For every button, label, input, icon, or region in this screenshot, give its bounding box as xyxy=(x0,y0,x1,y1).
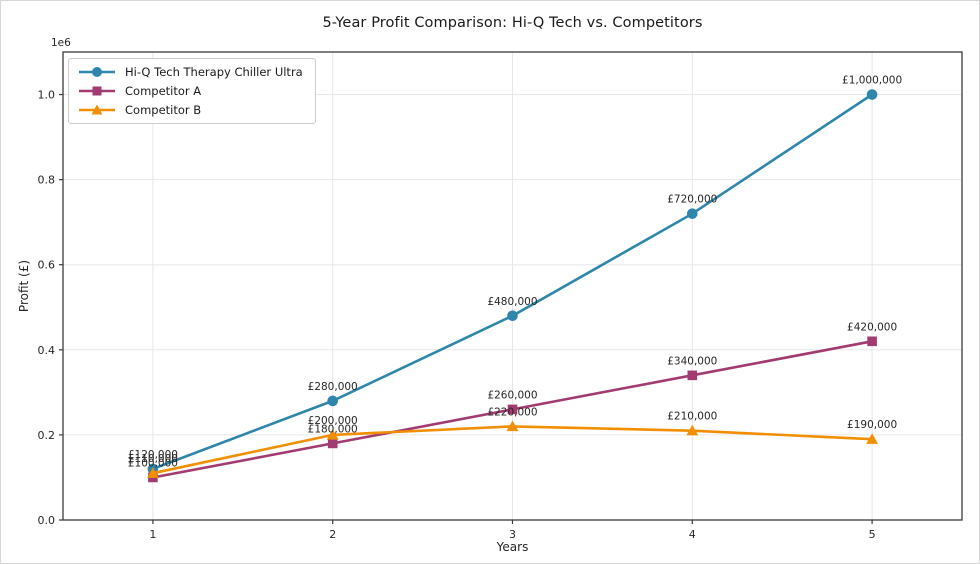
legend: Hi-Q Tech Therapy Chiller Ultra Competito… xyxy=(68,58,316,124)
y-axis-offset-label: 1e6 xyxy=(51,37,71,49)
data-point-triangle-competitor-b xyxy=(866,433,878,444)
y-tick-label: 0.0 xyxy=(38,514,56,527)
point-label: £480,000 xyxy=(487,296,537,308)
data-point-square-competitor-a xyxy=(687,370,698,381)
legend-circle-marker-icon xyxy=(79,67,115,77)
point-label: £100,000 xyxy=(128,458,178,470)
data-point-triangle-competitor-b xyxy=(326,429,339,440)
data-point-square-competitor-a xyxy=(327,438,338,449)
point-label: £1,000,000 xyxy=(842,75,902,87)
legend-label: Hi-Q Tech Therapy Chiller Ultra xyxy=(125,64,303,79)
y-tick-label: 0.2 xyxy=(38,429,56,442)
legend-square-marker-icon xyxy=(79,86,115,96)
x-tick-label: 5 xyxy=(869,528,876,541)
legend-swatch-marker xyxy=(91,104,103,115)
point-label: £420,000 xyxy=(847,321,897,333)
chart-title: 5-Year Profit Comparison: Hi-Q Tech vs. … xyxy=(322,15,703,31)
legend-swatch-marker xyxy=(92,67,102,77)
point-label: £260,000 xyxy=(487,389,537,401)
legend-label: Competitor A xyxy=(125,83,202,98)
y-tick-label: 1.0 xyxy=(38,89,56,102)
legend-label: Competitor B xyxy=(125,102,202,117)
point-label: £720,000 xyxy=(667,194,717,206)
legend-item-competitor-b: Competitor B xyxy=(77,103,303,117)
data-point-circle-hi-q-tech-therapy-chiller-ultra xyxy=(687,208,698,219)
data-point-triangle-competitor-b xyxy=(686,424,699,436)
point-label: £220,000 xyxy=(487,406,537,418)
data-point-circle-hi-q-tech-therapy-chiller-ultra xyxy=(507,310,518,322)
point-label: £200,000 xyxy=(308,415,358,427)
data-point-triangle-competitor-b xyxy=(147,467,159,478)
y-tick-label: 0.4 xyxy=(38,344,56,357)
data-point-circle-hi-q-tech-therapy-chiller-ultra xyxy=(327,395,339,407)
point-label: £190,000 xyxy=(847,419,897,431)
x-tick-label: 4 xyxy=(689,528,696,541)
x-axis-label: Years xyxy=(496,540,529,554)
data-point-square-competitor-a xyxy=(507,404,518,415)
point-label: £340,000 xyxy=(667,355,717,367)
y-tick-label: 0.8 xyxy=(38,174,56,187)
legend-swatch-marker xyxy=(92,86,102,96)
point-label: £280,000 xyxy=(308,381,358,393)
legend-item-hi-q-tech-therapy-chiller-ultra: Hi-Q Tech Therapy Chiller Ultra xyxy=(77,65,303,79)
data-point-circle-hi-q-tech-therapy-chiller-ultra xyxy=(866,89,878,100)
data-point-triangle-competitor-b xyxy=(506,420,519,432)
legend-item-competitor-a: Competitor A xyxy=(77,84,303,98)
data-point-square-competitor-a xyxy=(867,336,877,347)
legend-triangle-marker-icon xyxy=(79,104,115,115)
point-label: £180,000 xyxy=(308,423,358,435)
x-tick-label: 3 xyxy=(509,528,516,541)
y-tick-label: 0.6 xyxy=(38,259,56,272)
x-tick-label: 2 xyxy=(329,528,336,541)
x-tick-label: 1 xyxy=(149,528,156,541)
point-label: £120,000 xyxy=(128,449,178,461)
point-label: £210,000 xyxy=(667,411,717,423)
point-label: £110,000 xyxy=(128,453,178,465)
